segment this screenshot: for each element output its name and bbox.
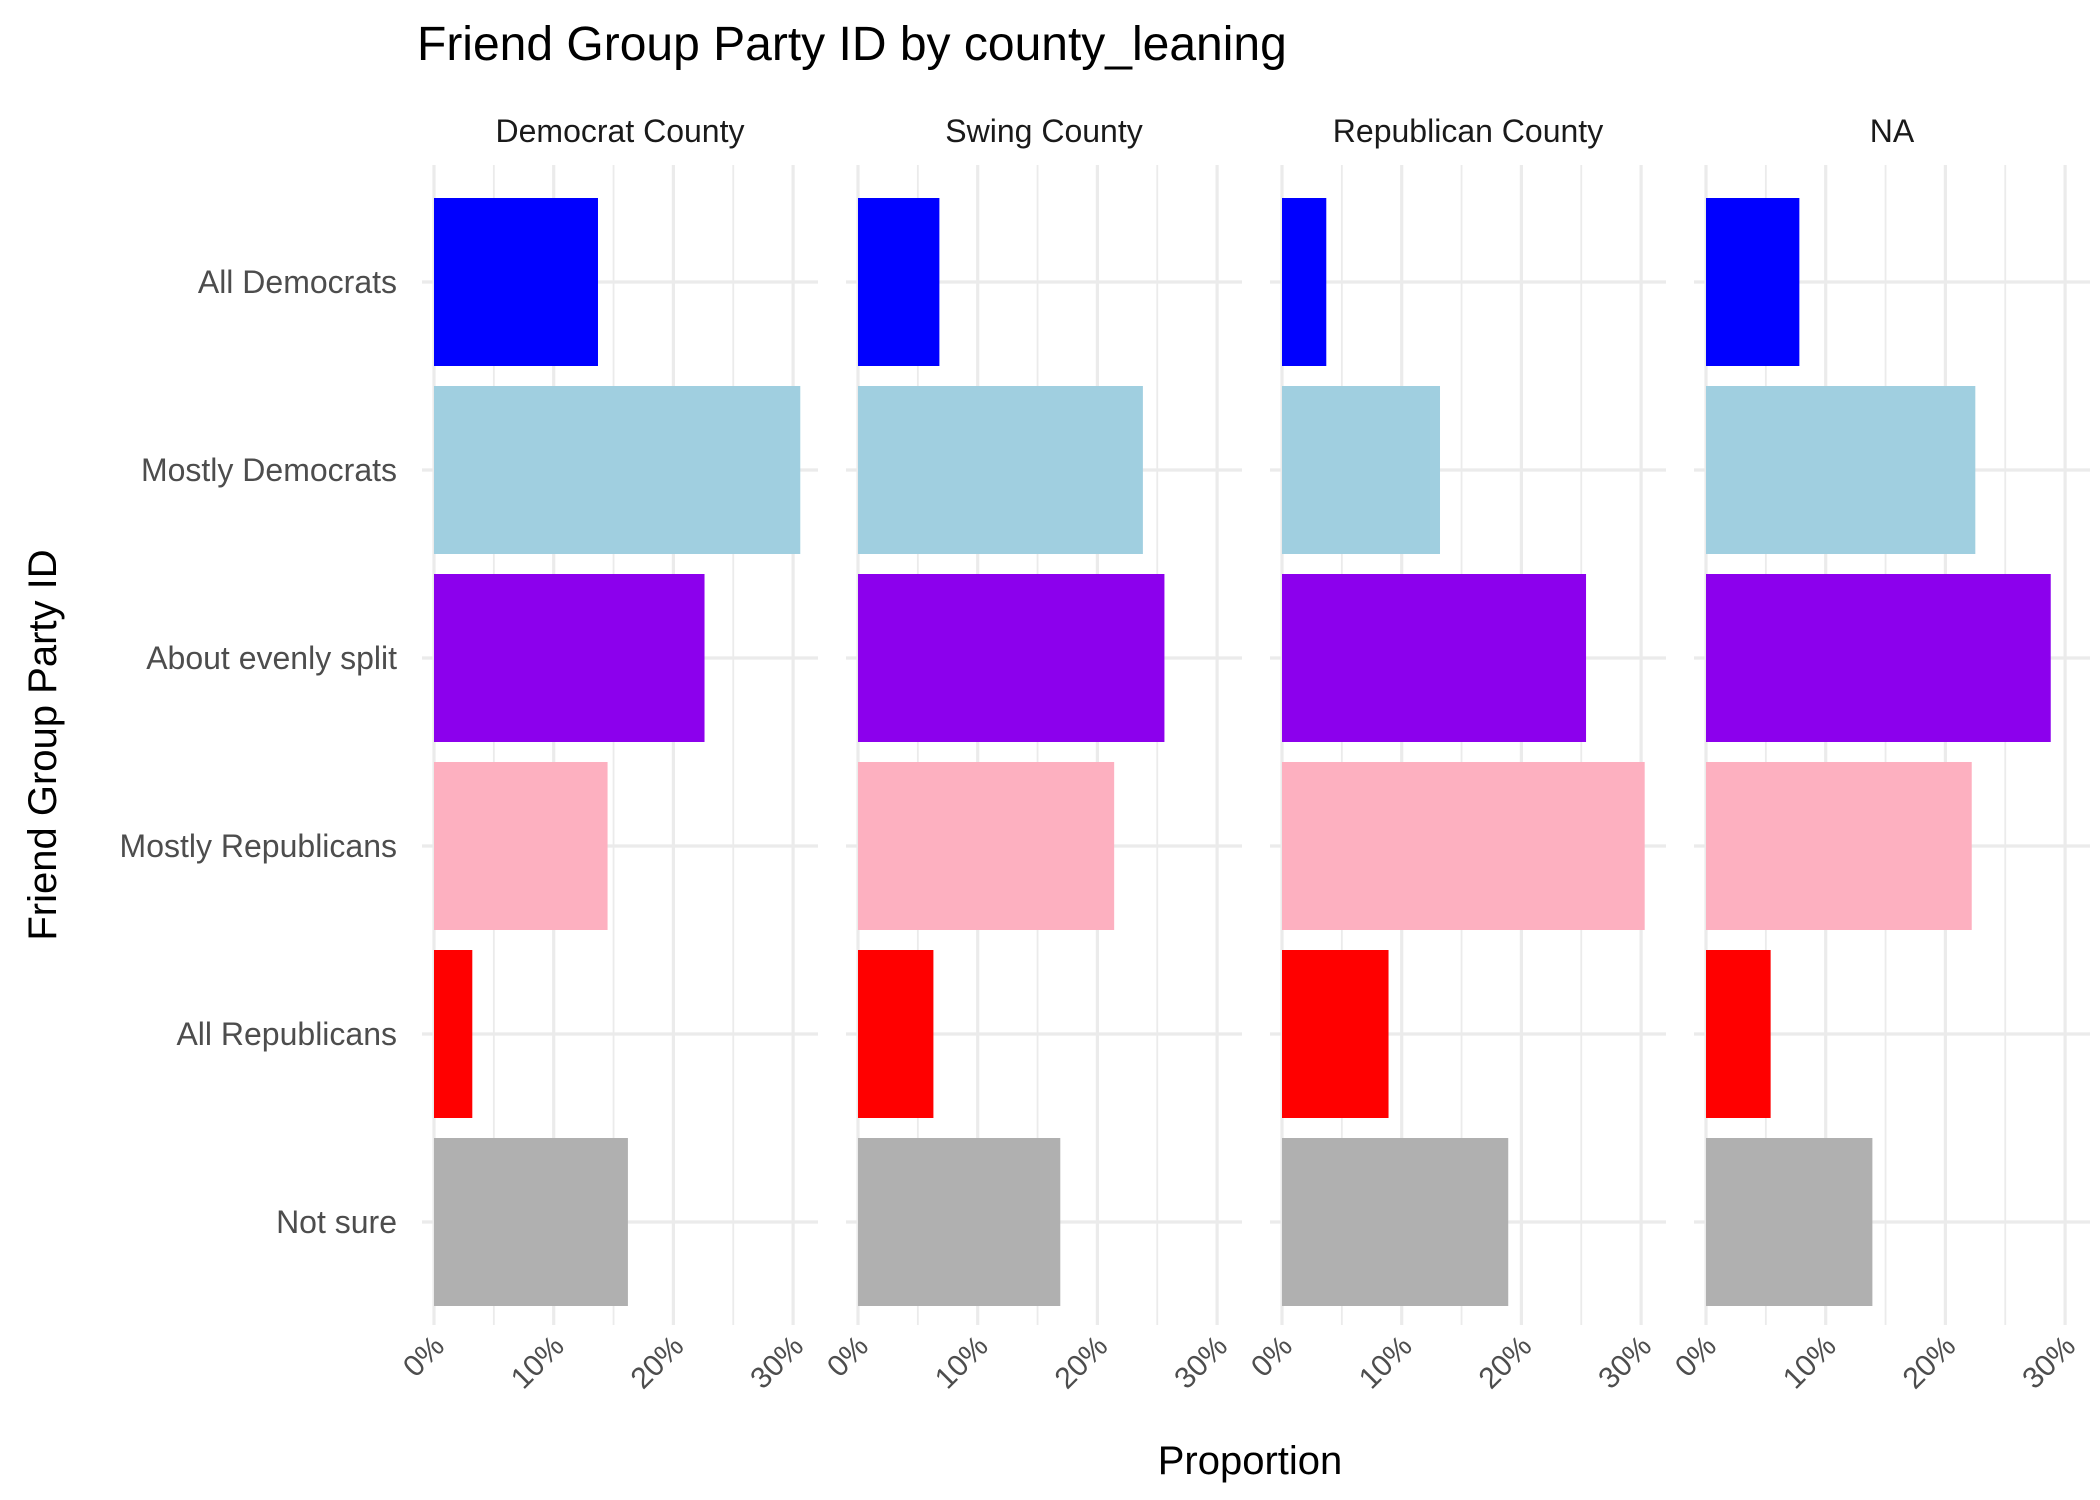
y-category-label: Not sure — [276, 1204, 397, 1240]
x-tick-label: 0% — [1669, 1330, 1723, 1384]
y-category-label: Mostly Democrats — [141, 452, 397, 488]
panel-strip-label: NA — [1870, 113, 1915, 149]
bar-republican-county-not-sure — [1282, 1138, 1509, 1306]
x-tick-labels: 0% 10% 20% 30% 0% 10% 20% 30% 0% 10% 20% 30% 0% 10% 20… — [397, 1330, 2082, 1396]
y-category-labels: All Democrats Mostly Democrats About evenl… — [120, 264, 398, 1240]
bar-swing-county-about-evenly-split — [858, 574, 1165, 742]
bar-republican-county-all-republicans — [1282, 950, 1389, 1118]
x-tick-label: 10% — [505, 1330, 571, 1396]
panel-strip-label: Republican County — [1333, 113, 1603, 149]
y-category-label: Mostly Republicans — [120, 828, 397, 864]
x-tick-label: 20% — [1049, 1330, 1115, 1396]
bar-na-not-sure — [1706, 1138, 1873, 1306]
y-category-label: All Democrats — [198, 264, 397, 300]
bar-republican-county-mostly-democrats — [1282, 386, 1441, 554]
x-tick-label: 30% — [1592, 1330, 1658, 1396]
bar-democrat-county-about-evenly-split — [434, 574, 705, 742]
x-tick-label: 0% — [397, 1330, 451, 1384]
bars — [434, 198, 2051, 1306]
x-tick-label: 30% — [744, 1330, 810, 1396]
x-tick-label: 20% — [625, 1330, 691, 1396]
bar-swing-county-not-sure — [858, 1138, 1061, 1306]
x-tick-label: 0% — [1245, 1330, 1299, 1384]
bar-swing-county-all-republicans — [858, 950, 934, 1118]
bar-swing-county-all-democrats — [858, 198, 940, 366]
x-tick-label: 10% — [1353, 1330, 1419, 1396]
bar-democrat-county-mostly-republicans — [434, 762, 608, 930]
bar-democrat-county-all-republicans — [434, 950, 473, 1118]
x-tick-label: 10% — [929, 1330, 995, 1396]
x-tick-label: 30% — [1168, 1330, 1234, 1396]
bar-republican-county-mostly-republicans — [1282, 762, 1645, 930]
bar-na-about-evenly-split — [1706, 574, 2051, 742]
panel-strip-label: Swing County — [945, 113, 1142, 149]
bar-democrat-county-all-democrats — [434, 198, 598, 366]
x-tick-label: 0% — [821, 1330, 875, 1384]
bar-republican-county-all-democrats — [1282, 198, 1327, 366]
x-axis-title: Proportion — [1158, 1439, 1343, 1483]
bar-democrat-county-mostly-democrats — [434, 386, 801, 554]
bar-swing-county-mostly-democrats — [858, 386, 1143, 554]
panel-strips: Democrat County Swing County Republican Co… — [496, 113, 1915, 149]
x-tick-label: 30% — [2016, 1330, 2082, 1396]
y-axis-title: Friend Group Party ID — [21, 549, 65, 940]
bar-na-mostly-democrats — [1706, 386, 1976, 554]
y-category-label: All Republicans — [176, 1016, 397, 1052]
bar-swing-county-mostly-republicans — [858, 762, 1115, 930]
x-tick-label: 10% — [1777, 1330, 1843, 1396]
panel-strip-label: Democrat County — [496, 113, 745, 149]
chart-title: Friend Group Party ID by county_leaning — [417, 18, 1287, 71]
bar-na-mostly-republicans — [1706, 762, 1972, 930]
y-category-label: About evenly split — [146, 640, 397, 676]
bar-na-all-republicans — [1706, 950, 1771, 1118]
x-tick-label: 20% — [1473, 1330, 1539, 1396]
bar-na-all-democrats — [1706, 198, 1800, 366]
bar-democrat-county-not-sure — [434, 1138, 628, 1306]
bar-republican-county-about-evenly-split — [1282, 574, 1587, 742]
x-tick-label: 20% — [1897, 1330, 1963, 1396]
